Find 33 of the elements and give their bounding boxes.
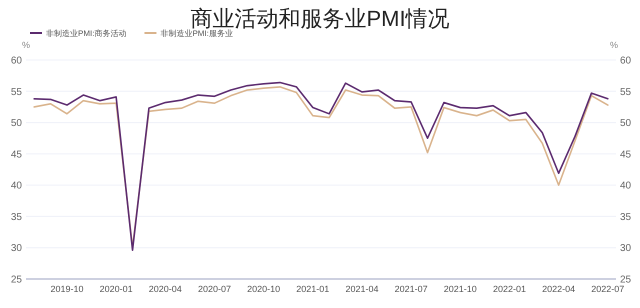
y-tick-label: 25 [10, 274, 22, 286]
y-tick-label: 40 [10, 180, 22, 192]
y-tick-label: 60 [10, 56, 22, 66]
x-tick-label: 2020-10 [247, 284, 280, 294]
chart-title: 商业活动和服务业PMI情况 [190, 6, 450, 31]
x-tick-label: 2022-01 [492, 284, 526, 294]
x-tick-label: 2020-01 [100, 284, 133, 294]
y2-tick-label: 55 [620, 86, 632, 98]
x-tick-label: 2022-04 [542, 284, 576, 294]
y-tick-label: 55 [10, 86, 22, 98]
legend-label: 非制造业PMI:服务业 [160, 29, 233, 38]
y2-tick-label: 45 [620, 149, 632, 160]
x-tick-label: 2022-07 [591, 284, 624, 294]
legend-label: 非制造业PMI:商务活动 [46, 29, 126, 38]
x-tick-label: 2021-07 [394, 284, 428, 294]
x-tick-label: 2021-01 [296, 284, 330, 294]
y2-tick-label: 60 [620, 56, 632, 66]
y-tick-label: 30 [10, 243, 22, 254]
y-axis-title: % [22, 40, 30, 50]
x-tick-label: 2021-04 [345, 284, 378, 294]
y2-tick-label: 50 [620, 118, 632, 130]
y-tick-label: 45 [10, 149, 22, 160]
x-tick-label: 2021-10 [444, 284, 477, 294]
y2-tick-label: 30 [620, 243, 632, 254]
y2-axis-title: % [610, 40, 618, 50]
y2-tick-label: 35 [620, 212, 632, 223]
y-tick-label: 50 [10, 118, 22, 130]
y2-tick-label: 25 [620, 274, 632, 286]
y-tick-label: 35 [10, 212, 22, 223]
x-tick-label: 2020-07 [198, 284, 231, 294]
x-tick-label: 2019-10 [50, 284, 84, 294]
x-tick-label: 2020-04 [148, 284, 182, 294]
y2-tick-label: 40 [620, 180, 632, 192]
